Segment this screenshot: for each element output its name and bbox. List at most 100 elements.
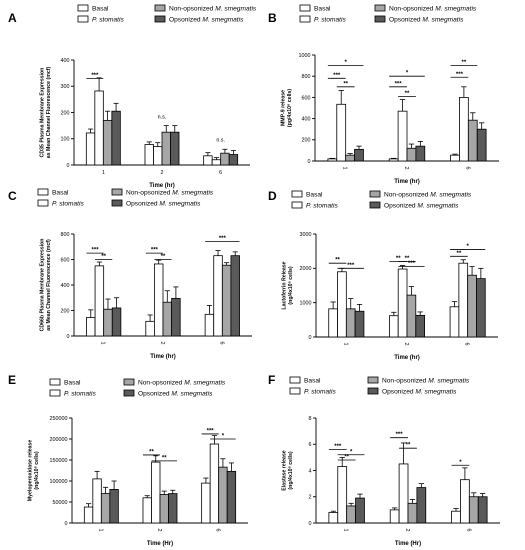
x-tick-label: 2 [161,170,164,176]
panel-d: D Basal P. stomatis Non-opsonized M. smegma… [268,189,498,361]
legend-swatch [154,4,166,12]
legend-swatch [154,15,166,23]
panel-letter: B [268,11,277,25]
significance-label: ** [161,254,166,260]
y-tick-label: 200 [302,138,311,144]
bar [144,144,154,166]
legend-label: Non-opsonized M. smegmatis [138,380,226,387]
bar [328,308,338,338]
bar [477,496,488,524]
bar [221,264,232,337]
x-tick-label: 1 [343,529,349,532]
panel-a: A Basal P. stomatis Non-opsonized M. smegma… [8,4,257,189]
series-3 [109,462,237,524]
significance-label: ** [149,449,154,455]
y-tick-label: 8 [309,416,312,422]
legend: Basal P. stomatis Non-opsonized M. smegmat… [291,190,472,210]
bar [354,148,364,162]
panel-b: B Basal P. stomatis Non-opsonized M. smegma… [268,4,499,185]
bar [94,265,105,337]
y-tick-label: 200 [61,308,70,314]
bar [468,496,479,524]
y-tick-label: 0 [309,335,312,341]
bar [406,147,417,162]
legend: Basal P. stomatis Non-opsonized M. smegmat… [37,188,214,208]
series-3 [355,483,488,524]
panel-letter: F [268,373,275,387]
legend-label: Non-opsonized M. smegmatis [169,6,257,13]
bar [460,479,470,524]
y-tick-label: 0 [309,521,312,527]
legend-swatch [369,190,381,198]
significance-label: *** [395,81,403,87]
bar [467,119,478,162]
y-tick-label: 600 [61,257,70,263]
bar [142,497,152,524]
bar [151,461,161,524]
y-tick-label: 6 [309,442,312,448]
bar [226,470,237,524]
bar [170,131,180,166]
legend-swatch [367,387,379,395]
significance-label: ** [457,251,462,257]
bar [336,103,347,162]
bar [100,493,111,524]
y-tick-label: 1000 [300,301,312,307]
y-tick-label: 800 [61,232,70,238]
bar [230,255,240,337]
series-3 [354,267,486,338]
legend-label: P. stomatis [64,391,96,398]
bar [213,255,223,337]
series-1 [337,259,469,338]
significance-label: *** [456,72,464,78]
legend-label: P. stomatis [314,17,346,24]
bar [415,314,425,338]
bar [327,158,338,162]
x-axis-label: Time (Hr) [395,541,421,547]
legend-swatch [123,378,135,386]
bar [451,510,461,524]
significance-label: *** [151,248,159,254]
y-tick-label: 0 [65,521,68,527]
legend-swatch [299,4,311,12]
legend-label: Non-opsonized M. smegmatis [384,192,472,199]
significance-label: n.s. [216,137,225,143]
bar [345,154,355,162]
bar [450,154,460,162]
legend-label: P. stomatis [306,203,338,210]
x-tick-label: 1 [97,529,103,532]
bar [337,466,348,524]
y-axis-label: Lactoferrin Release(ng/4x10⁶ cells) [282,261,295,309]
y-tick-label: 3000 [300,232,312,238]
x-tick-label: 2 [403,167,409,170]
bar [407,502,418,524]
bar [459,97,469,162]
x-tick-label: 6 [465,529,471,532]
bar [92,478,102,524]
bar [94,90,104,166]
significance-label: *** [207,428,215,434]
panel-e: E Basal P. stomatis Non-opsonized M. smegma… [8,373,248,547]
x-tick-label: 2 [156,529,162,532]
x-tick-label: 6 [219,170,222,176]
series-3 [111,102,239,166]
y-tick-label: 100 [61,137,70,143]
legend-swatch [291,201,303,209]
bar [467,274,477,338]
legend-swatch [77,4,89,12]
legend-swatch [77,15,89,23]
bar [389,315,399,338]
legend-swatch [289,387,301,395]
significance-label: ** [344,455,349,461]
y-tick-label: 0 [308,159,311,165]
bar [328,512,339,524]
bar [458,262,469,338]
x-tick-label: 6 [464,343,470,346]
significance-label: *** [334,444,342,450]
x-tick-label: 1 [342,343,348,346]
y-tick-label: 4 [309,468,312,474]
legend-label: Opsonized M. smegmatis [389,17,464,24]
bar [337,271,347,338]
legend-swatch [37,199,49,207]
bar [220,152,230,166]
